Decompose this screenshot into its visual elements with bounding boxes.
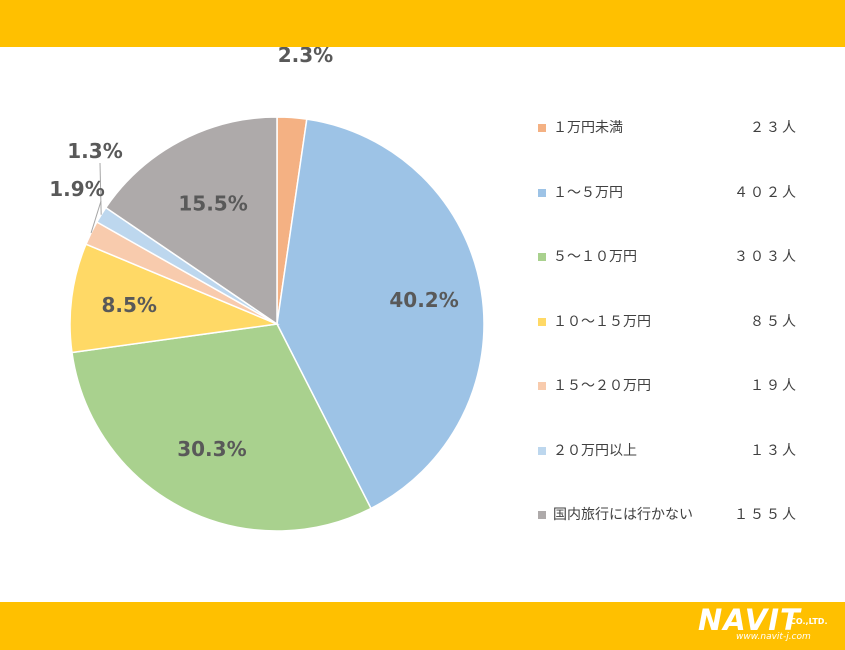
leader-lines [90, 162, 102, 234]
pie-slice-6 [104, 116, 278, 326]
percent-label-6: 15.5% [178, 191, 247, 215]
legend-count-6: １５５人 [734, 507, 798, 523]
legend-count-2: ３０３人 [734, 249, 798, 265]
legend-count-1: ４０２人 [734, 184, 798, 201]
legend-label-2: ５～１０万円 [553, 249, 637, 265]
legend-count-5: １３人 [750, 442, 798, 459]
pie-slice-3 [69, 243, 280, 354]
legend-label-3: １０～１５万円 [553, 313, 651, 330]
legend-count-3: ８５人 [750, 313, 798, 330]
legend-count-0: ２３人 [750, 120, 798, 136]
legend-item-0: １万円未満 ２３人 [538, 118, 798, 138]
pie-slice-2 [71, 323, 372, 532]
percent-labels: 2.3% 40.2% 30.3% 8.5% 1.9% 1.3% 15.5% [49, 47, 458, 461]
navit-logo: NAVIT CO.,LTD. www.navit-j.com [698, 604, 840, 646]
legend-swatch-3 [538, 317, 546, 326]
legend-item-6: 国内旅行には行かない １５５人 [538, 505, 798, 525]
pie-slice-1 [276, 118, 485, 510]
legend-label-4: １５～２０万円 [553, 378, 651, 394]
legend-swatch-5 [538, 446, 546, 455]
legend-item-4: １５～２０万円 １９人 [538, 376, 798, 396]
top-banner [0, 0, 845, 47]
bottom-banner [0, 602, 845, 650]
legend-item-3: １０～１５万円 ８５人 [538, 312, 798, 332]
pie-slices [69, 116, 485, 532]
chart-legend: １万円未満 ２３人 １～５万円 ４０２人 ５～１０万円 ３０３人 １０～１５万円 ８５人 １５～… [538, 118, 798, 570]
leader-line-5 [99, 162, 102, 215]
percent-label-2: 30.3% [177, 437, 246, 461]
legend-swatch-4 [538, 382, 546, 390]
percent-label-3: 8.5% [101, 293, 156, 317]
legend-label-5: ２０万円以上 [553, 442, 637, 459]
pie-chart: 2.3% 40.2% 30.3% 8.5% 1.9% 1.3% 15.5% [49, 47, 485, 532]
legend-label-6: 国内旅行には行かない [553, 507, 693, 523]
logo-url-text: www.navit-j.com [736, 632, 811, 642]
percent-label-1: 40.2% [389, 288, 458, 312]
legend-item-1: １～５万円 ４０２人 [538, 183, 798, 203]
legend-count-4: １９人 [750, 378, 798, 394]
legend-label-0: １万円未満 [553, 120, 623, 136]
legend-swatch-2 [538, 253, 546, 261]
legend-item-2: ５～１０万円 ３０３人 [538, 247, 798, 267]
percent-label-0: 2.3% [278, 47, 333, 67]
legend-swatch-1 [538, 188, 546, 197]
leader-line-4 [90, 200, 102, 234]
percent-label-4: 1.9% [49, 177, 104, 201]
logo-main-text: NAVIT [698, 603, 801, 637]
legend-swatch-0 [538, 124, 546, 132]
legend-label-1: １～５万円 [553, 184, 623, 201]
percent-label-5: 1.3% [67, 139, 122, 163]
legend-swatch-6 [538, 511, 546, 519]
logo-sub-text: CO.,LTD. [790, 617, 828, 626]
legend-item-5: ２０万円以上 １３人 [538, 441, 798, 461]
